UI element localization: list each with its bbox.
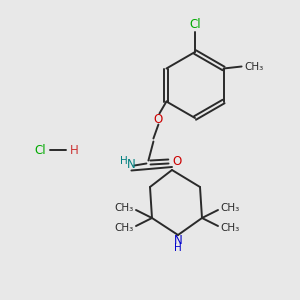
Text: Cl: Cl bbox=[34, 143, 46, 157]
Text: O: O bbox=[154, 113, 163, 126]
Text: CH₃: CH₃ bbox=[220, 203, 239, 213]
Text: Cl: Cl bbox=[189, 18, 201, 31]
Text: CH₃: CH₃ bbox=[244, 61, 264, 71]
Text: CH₃: CH₃ bbox=[220, 223, 239, 233]
Text: O: O bbox=[172, 155, 182, 168]
Text: CH₃: CH₃ bbox=[115, 203, 134, 213]
Text: N: N bbox=[174, 234, 182, 247]
Text: N: N bbox=[127, 158, 136, 171]
Text: CH₃: CH₃ bbox=[115, 223, 134, 233]
Text: H: H bbox=[119, 155, 127, 166]
Text: H: H bbox=[174, 243, 182, 253]
Text: H: H bbox=[70, 143, 79, 157]
